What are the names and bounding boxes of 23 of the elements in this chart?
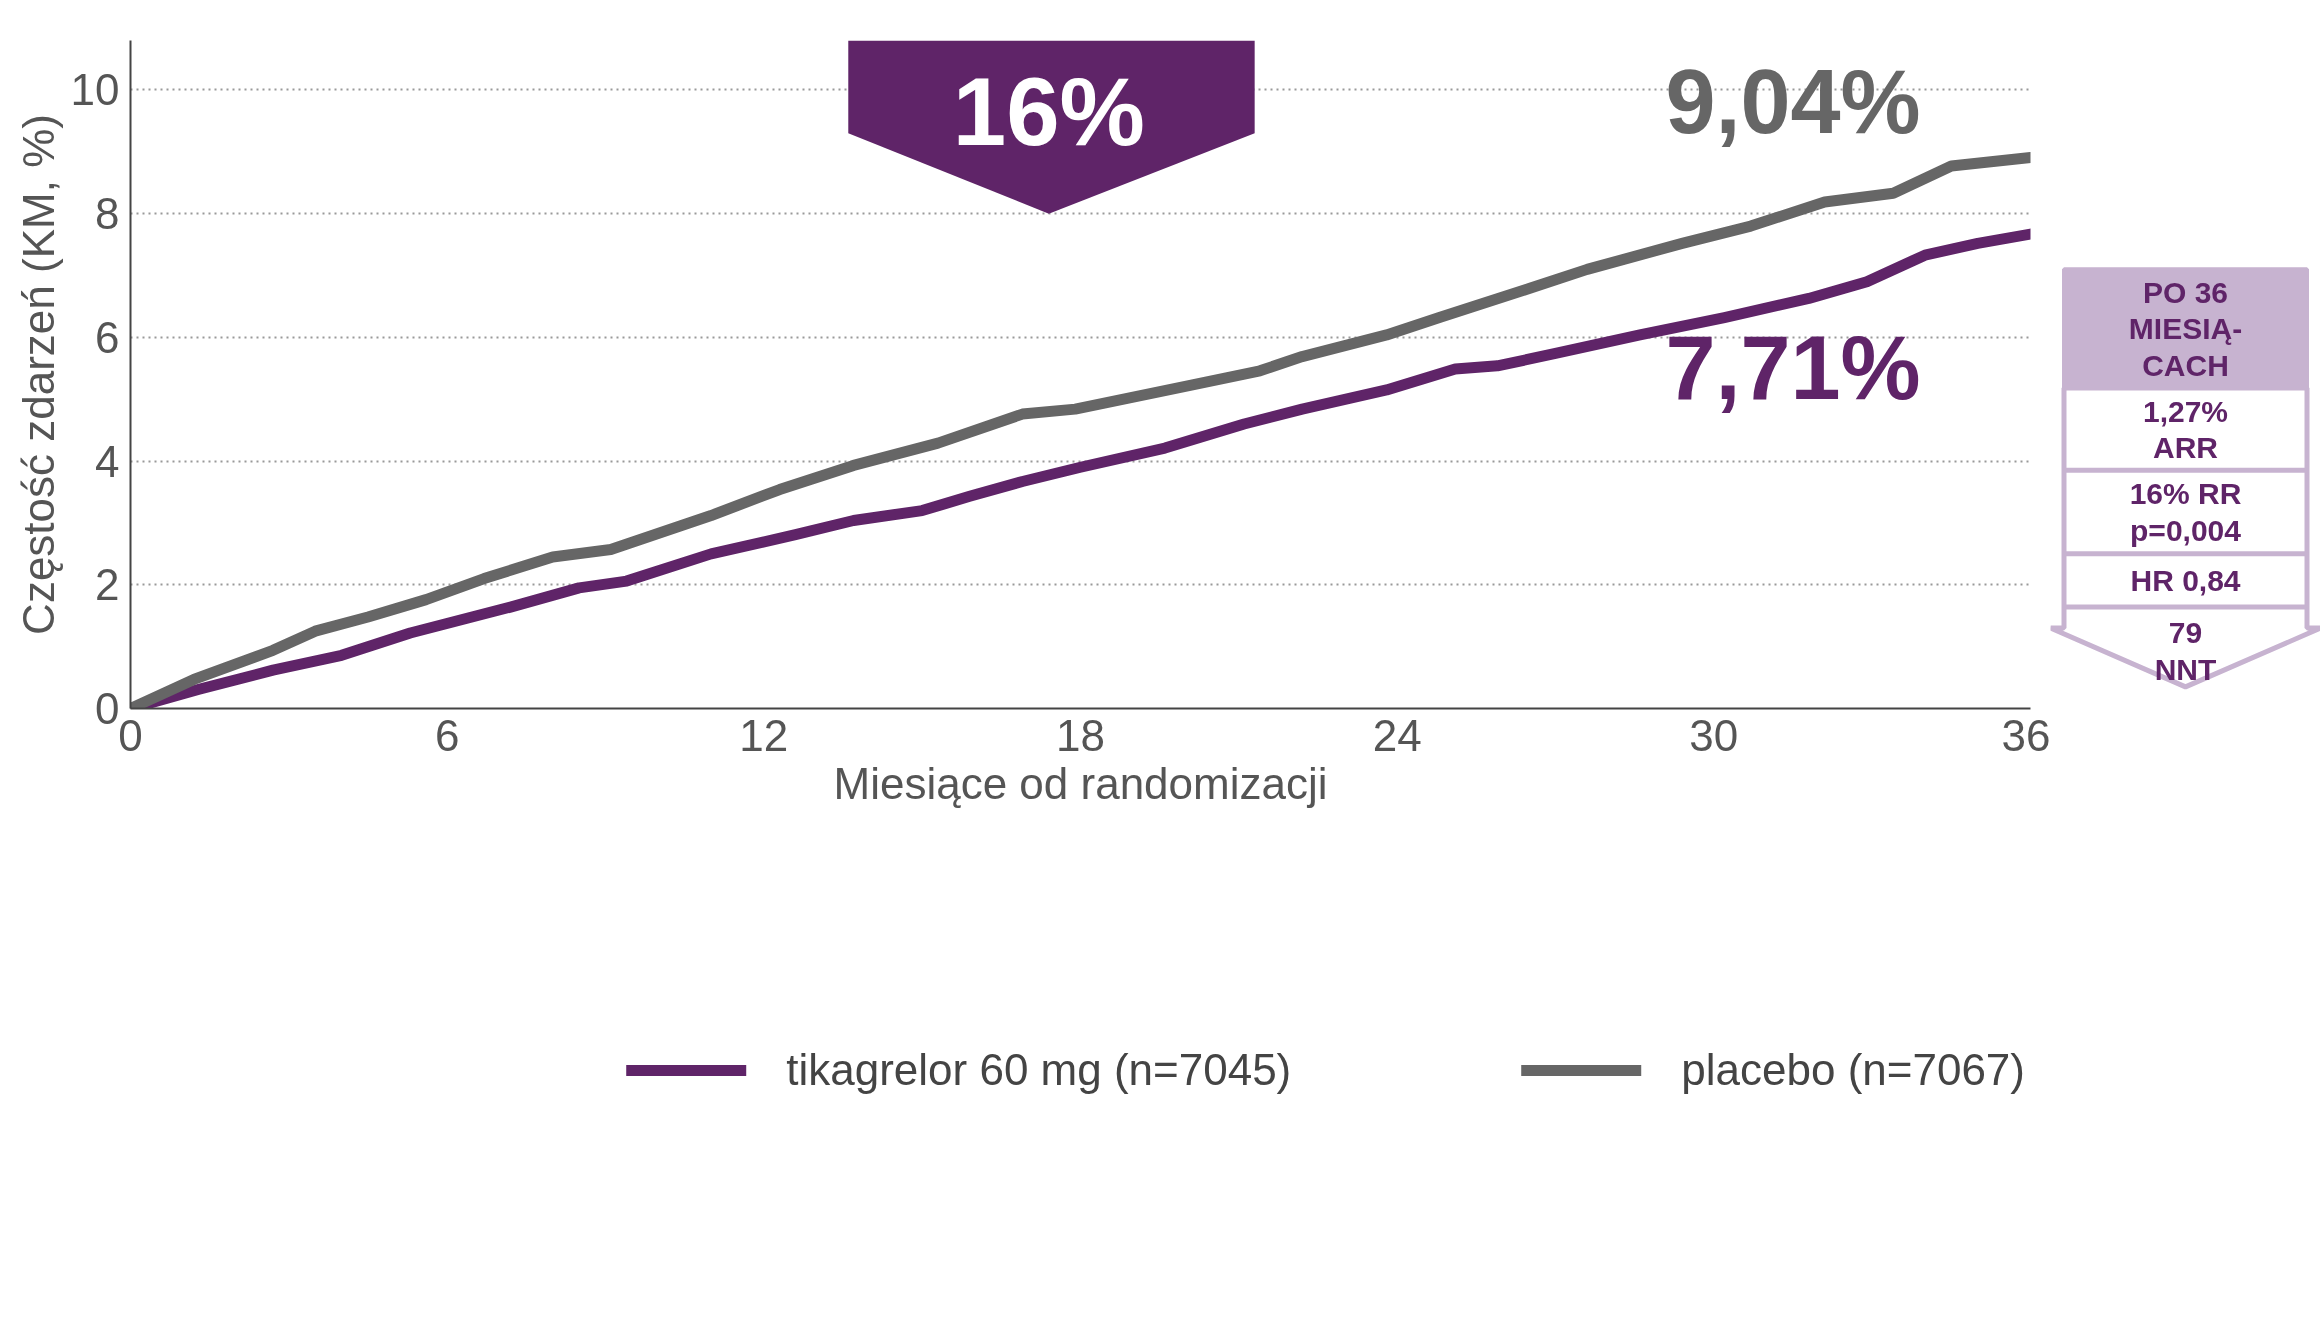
annotation: 7,71% <box>1665 318 1921 419</box>
x-axis-title: Miesiące od randomizacji <box>833 758 1328 808</box>
x-tick-label: 18 <box>1056 710 1105 760</box>
y-tick-label: 10 <box>70 65 120 115</box>
legend-label: placebo (n=7067) <box>1681 1045 2025 1095</box>
text: 16% RR p=0,004 <box>2129 477 2242 547</box>
x-tick-label: 36 <box>2001 710 2051 760</box>
y-axis-title: Częstość zdarzeń (KM, %) <box>13 114 63 635</box>
y-tick-label: 4 <box>95 436 120 486</box>
x-tick-label: 12 <box>739 710 789 760</box>
y-tick-label: 6 <box>95 312 120 362</box>
y-tick-label: 8 <box>95 189 120 239</box>
x-tick-label: 30 <box>1689 710 1739 760</box>
x-tick-label: 6 <box>434 710 460 760</box>
text: PO 36 MIESIĄ- CACH <box>2128 275 2243 382</box>
annotation: 9,04% <box>1665 52 1921 153</box>
annotation: 16% <box>952 58 1145 166</box>
text: 79 NNT <box>2154 616 2217 686</box>
y-tick-label: 2 <box>95 560 120 610</box>
x-tick-label: 24 <box>1372 710 1422 760</box>
legend-label: tikagrelor 60 mg (n=7045) <box>786 1045 1292 1095</box>
text: 1,27% ARR <box>2142 394 2229 464</box>
text: HR 0,84 <box>2130 563 2241 597</box>
